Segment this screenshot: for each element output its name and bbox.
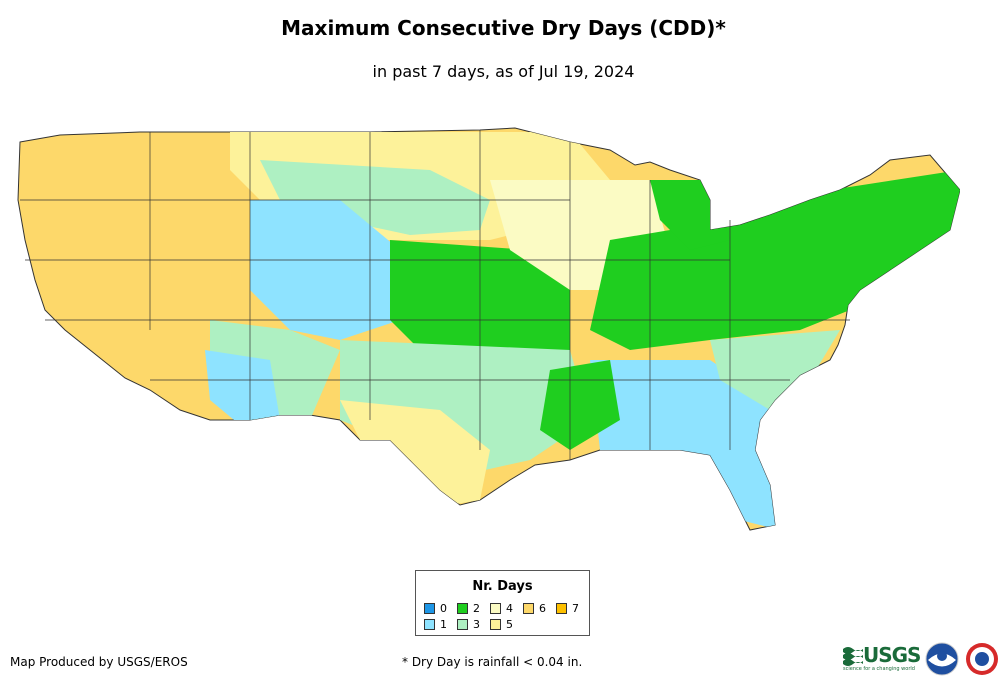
legend-swatch (523, 602, 534, 614)
legend-title: Nr. Days (472, 579, 533, 594)
legend-item-5: 5 (490, 617, 513, 631)
map-title: Maximum Consecutive Dry Days (CDD)* (281, 16, 726, 40)
zone-southwest-blue (205, 350, 280, 425)
legend-label: 7 (572, 601, 579, 615)
zone-northern-green (260, 160, 490, 235)
zone-deep-south-green (540, 360, 620, 450)
legend-swatch (490, 602, 501, 614)
legend-item-4: 4 (490, 601, 513, 615)
nws-logo-icon (966, 643, 998, 675)
legend-label: 5 (506, 617, 513, 631)
noaa-logo-icon (925, 642, 959, 676)
legend-label: 6 (539, 601, 546, 615)
legend-swatch (457, 618, 468, 630)
map-subtitle: in past 7 days, as of Jul 19, 2024 (372, 62, 635, 81)
legend-swatch (424, 602, 435, 614)
credit: Map Produced by USGS/EROS (10, 655, 188, 669)
legend-label: 3 (473, 617, 480, 631)
legend: Nr. Days 0 1 2 3 4 5 6 7 (415, 570, 590, 636)
legend-grid: 0 1 2 3 4 5 6 7 (424, 601, 589, 635)
legend-swatch (556, 602, 567, 614)
legend-swatch (457, 602, 468, 614)
legend-swatch (490, 618, 501, 630)
cdd-map (17, 127, 960, 531)
legend-label: 2 (473, 601, 480, 615)
usgs-wave-icon (843, 647, 863, 666)
logos: USGS science for a changing world (843, 640, 1003, 680)
legend-item-2: 2 (457, 601, 480, 615)
footnote: * Dry Day is rainfall < 0.04 in. (402, 655, 583, 669)
zone-northeast-green (590, 170, 960, 350)
legend-item-6: 6 (523, 601, 546, 615)
usgs-logo-text: USGS (863, 643, 921, 667)
legend-label: 1 (440, 617, 447, 631)
legend-swatch (424, 618, 435, 630)
legend-label: 4 (506, 601, 513, 615)
legend-item-0: 0 (424, 601, 447, 615)
zone-texas-yellow (340, 400, 490, 505)
zone-southeast-mint (710, 330, 840, 410)
legend-label: 0 (440, 601, 447, 615)
usgs-tagline: science for a changing world (843, 666, 915, 672)
zone-southeast-blue (590, 360, 780, 530)
state-boundaries (20, 130, 850, 460)
zone-rockies-blue (250, 200, 400, 340)
legend-item-1: 1 (424, 617, 447, 631)
legend-item-3: 3 (457, 617, 480, 631)
legend-item-7: 7 (556, 601, 579, 615)
